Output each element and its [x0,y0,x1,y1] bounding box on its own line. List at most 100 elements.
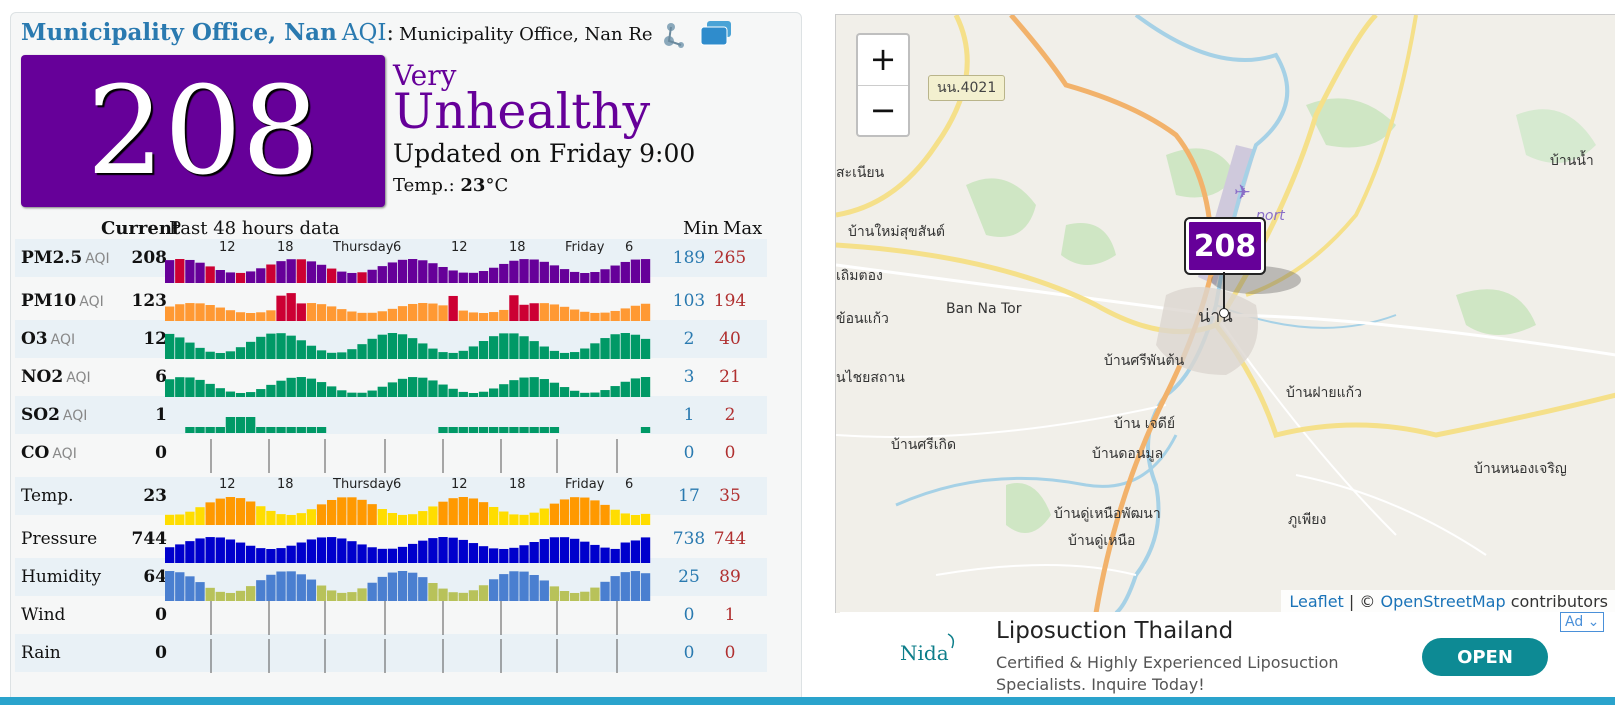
row-name: Temp. [21,486,74,506]
share-icon[interactable] [659,19,693,49]
aqi-level-qualifier: Very [393,59,457,92]
place-label: บ้านศรีเกิด [891,437,957,453]
unit-label: AQI [62,408,88,424]
row-pressure[interactable]: Pressure 744 738 744 [15,520,767,558]
temp-unit: °C [485,175,509,196]
map[interactable]: ✈ + − นน.4021 port สะเนียน บ้านใหม่สุขสั… [835,14,1615,613]
unit-label: AQI [50,332,76,348]
aqi-panel: Municipality Office, Nan AQI: Municipali… [10,12,802,704]
min-value: 103 [672,291,706,311]
zoom-control: + − [856,33,910,137]
place-label: บ้าน เจดีย์ [1114,416,1176,432]
max-value: 21 [719,367,741,387]
row-name: O3 AQI [21,329,75,349]
row-pm10[interactable]: PM10 AQI 123 103 194 [15,282,767,320]
row-o3[interactable]: O3 AQI 12 2 40 [15,320,767,358]
current-value: 123 [131,291,168,311]
max-value: 89 [719,567,741,587]
min-value: 17 [678,486,700,506]
place-label: นไชยสถาน [836,370,905,386]
max-value: 35 [719,486,741,506]
current-value: 23 [143,486,167,506]
place-label: บ้านดู่เหนือ [1068,533,1136,549]
temp-label: Temp.: [393,175,455,196]
row-rain[interactable]: Rain 0 0 0 [15,634,767,672]
current-value: 1 [155,405,167,425]
row-pm25[interactable]: PM2.5 AQI 208 189 265 [15,239,767,277]
pollutant-label: PM10 [21,291,77,311]
advertiser-logo: Nida [900,633,955,665]
airport-icon: ✈ [1234,180,1251,204]
min-value: 0 [683,605,695,625]
place-label: บ้านดู่เหนือพัฒนา [1054,506,1161,522]
aqi-map-marker[interactable]: 208 [1184,217,1266,275]
row-name: PM2.5 AQI [21,248,110,268]
aqi-value: 208 [86,60,320,202]
row-so2[interactable]: SO2 AQI 1 1 2 [15,396,767,434]
place-label: บ้านศรีพันต้น [1104,353,1185,369]
ad-description: Certified & Highly Experienced Liposucti… [996,653,1339,694]
unit-label: AQI [66,370,91,386]
unit-label: AQI [79,294,104,310]
max-value: 40 [719,329,741,349]
ad-open-button[interactable]: OPEN [1422,638,1548,676]
row-wind[interactable]: Wind 0 0 1 [15,596,767,634]
max-value: 2 [724,405,736,425]
place-label: บ้านใหม่สุขสันต์ [848,224,945,240]
ad-title[interactable]: Liposuction Thailand [996,618,1234,644]
place-label: Ban Na Tor [946,301,1022,317]
min-value: 25 [678,567,700,587]
min-column-header: Min [683,218,719,239]
osm-link[interactable]: OpenStreetMap [1380,592,1506,611]
current-value: 0 [155,643,167,663]
place-label: สะเนียน [836,165,885,181]
max-value: 744 [713,529,747,549]
place-label: ข้อนแก้ว [836,311,889,327]
bottom-bar [0,697,1615,705]
row-no2[interactable]: NO2 AQI 6 3 21 [15,358,767,396]
road-number-badge: นน.4021 [928,75,1006,101]
max-value: 1 [724,605,736,625]
current-value: 744 [131,529,168,549]
unit-label: AQI [52,446,77,462]
pollutant-label: NO2 [21,367,64,387]
map-attribution: Leaflet | © OpenStreetMap contributors [1281,590,1615,613]
zoom-in-button[interactable]: + [858,35,908,86]
attribution-separator: | © [1343,592,1381,611]
aqi-value-box: 208 [21,55,385,207]
max-value: 265 [713,248,747,268]
row-co[interactable]: CO AQI 0 0 0 [15,434,767,472]
row-name: CO AQI [21,443,77,463]
place-label: ภูเพียง [1288,512,1327,528]
row-name: Pressure [21,529,98,549]
current-temperature: Temp.: 23°C [393,175,508,196]
pollutant-label: O3 [21,329,48,349]
min-value: 1 [683,405,695,425]
past-48h-header: Past 48 hours data [169,218,340,239]
temp-value: 23 [460,175,486,196]
max-column-header: Max [723,218,763,239]
advertisement[interactable]: Nida Liposuction Thailand Certified & Hi… [840,612,1615,694]
aqi-level: Unhealthy [393,83,651,140]
windows-icon[interactable] [699,19,733,49]
min-value: 0 [683,643,695,663]
current-column-header: Current [101,218,181,239]
station-subtitle: Municipality Office, Nan Re [398,24,653,45]
current-value: 0 [155,443,167,463]
row-humidity[interactable]: Humidity 64 25 89 [15,558,767,596]
current-value: 64 [143,567,167,587]
row-name: SO2 AQI [21,405,87,425]
min-value: 3 [683,367,695,387]
place-label: เถิมตอง [836,268,883,284]
station-name-link[interactable]: Municipality Office, Nan [21,19,337,46]
max-value: 0 [724,643,736,663]
ad-choices-badge[interactable]: Ad ⌄ [1560,612,1605,632]
row-name: NO2 AQI [21,367,91,387]
leaflet-link[interactable]: Leaflet [1289,592,1344,611]
unit-label: AQI [85,251,110,267]
min-value: 0 [683,443,695,463]
marker-stem [1223,272,1225,312]
zoom-out-button[interactable]: − [869,91,897,129]
row-temp[interactable]: Temp. 23 17 35 [15,477,767,515]
current-value: 0 [155,605,167,625]
